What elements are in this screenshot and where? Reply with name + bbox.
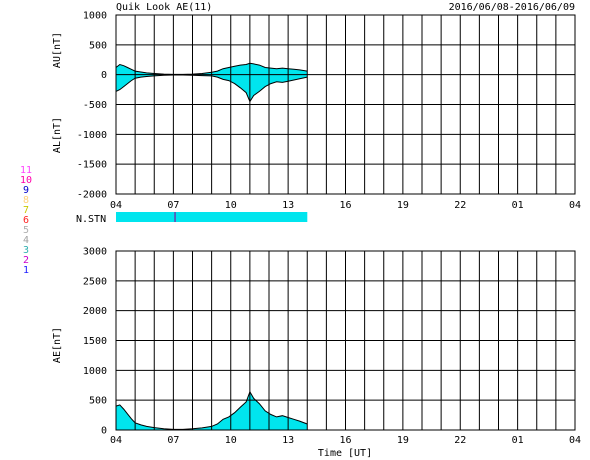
- y-tick-label: -2000: [77, 190, 107, 201]
- x-tick-label: 13: [282, 200, 294, 211]
- legend-station-5: 5: [23, 225, 29, 236]
- au-al-area: [115, 62, 308, 103]
- x-tick-label: 10: [225, 435, 237, 446]
- x-tick-label: 16: [339, 200, 351, 211]
- legend-station-9: 9: [23, 185, 29, 196]
- au-axis-label: AU[nT]: [52, 32, 63, 68]
- chart-title: Quik Look AE(11): [116, 2, 212, 13]
- x-tick-label: 07: [167, 435, 179, 446]
- ae-area: [115, 390, 308, 430]
- y-tick-label: 1000: [83, 11, 107, 22]
- au-al-grid: [116, 15, 575, 194]
- x-tick-label: 19: [397, 200, 409, 211]
- ae-x-ticks: 04 07 10 13 16 19 22 01 04: [110, 435, 581, 446]
- ae-grid: [116, 251, 575, 430]
- x-tick-label: 10: [225, 200, 237, 211]
- ae-panel-frame: [115, 250, 576, 431]
- y-tick-label: -1500: [77, 160, 107, 171]
- legend-station-11: 11: [20, 165, 32, 176]
- y-tick-label: 1500: [83, 336, 107, 347]
- x-tick-label: 22: [454, 435, 466, 446]
- legend-station-7: 7: [23, 205, 29, 216]
- x-tick-label: 01: [512, 435, 524, 446]
- au-al-x-ticks: 04 07 10 13 16 19 22 01 04: [110, 200, 581, 211]
- x-tick-label: 19: [397, 435, 409, 446]
- y-tick-label: 0: [101, 426, 107, 437]
- y-tick-label: 2500: [83, 276, 107, 287]
- legend-station-3: 3: [23, 245, 29, 256]
- au-al-panel-frame: [115, 14, 576, 195]
- y-tick-label: 3000: [83, 247, 107, 258]
- y-tick-label: 500: [89, 396, 107, 407]
- legend-station-4: 4: [23, 235, 29, 246]
- legend-station-10: 10: [20, 175, 32, 186]
- legend-station-8: 8: [23, 195, 29, 206]
- station-marker: [174, 212, 176, 222]
- y-tick-label: -1000: [77, 130, 107, 141]
- ae-y-ticks: 3000 2500 2000 1500 1000 500 0: [83, 247, 107, 437]
- date-range: 2016/06/08-2016/06/09: [449, 2, 575, 13]
- station-coverage-bar: [116, 212, 308, 222]
- y-tick-label: 0: [101, 70, 107, 81]
- ae-axis-label: AE[nT]: [52, 327, 63, 363]
- x-tick-label: 16: [339, 435, 351, 446]
- x-tick-label: 04: [110, 435, 122, 446]
- x-tick-label: 04: [569, 200, 581, 211]
- x-tick-label: 22: [454, 200, 466, 211]
- x-tick-label: 04: [110, 200, 122, 211]
- x-axis-label: Time [UT]: [318, 448, 372, 459]
- y-tick-label: 2000: [83, 306, 107, 317]
- x-tick-label: 07: [167, 200, 179, 211]
- x-tick-label: 01: [512, 200, 524, 211]
- au-al-y-ticks: 1000 500 0 -500 -1000 -1500 -2000: [77, 11, 107, 201]
- ae-line: [115, 390, 308, 430]
- y-tick-label: -500: [83, 100, 107, 111]
- y-tick-label: 1000: [83, 366, 107, 377]
- au-al-fill: [116, 63, 308, 102]
- legend-station-6: 6: [23, 215, 29, 226]
- y-tick-label: 500: [89, 40, 107, 51]
- legend-station-2: 2: [23, 255, 29, 266]
- x-tick-label: 04: [569, 435, 581, 446]
- al-axis-label: AL[nT]: [52, 117, 63, 153]
- legend-station-1: 1: [23, 265, 29, 276]
- au-line: [115, 62, 308, 75]
- station-label: N.STN: [76, 214, 106, 225]
- al-line: [115, 74, 308, 103]
- ae-fill: [116, 391, 308, 430]
- x-tick-label: 13: [282, 435, 294, 446]
